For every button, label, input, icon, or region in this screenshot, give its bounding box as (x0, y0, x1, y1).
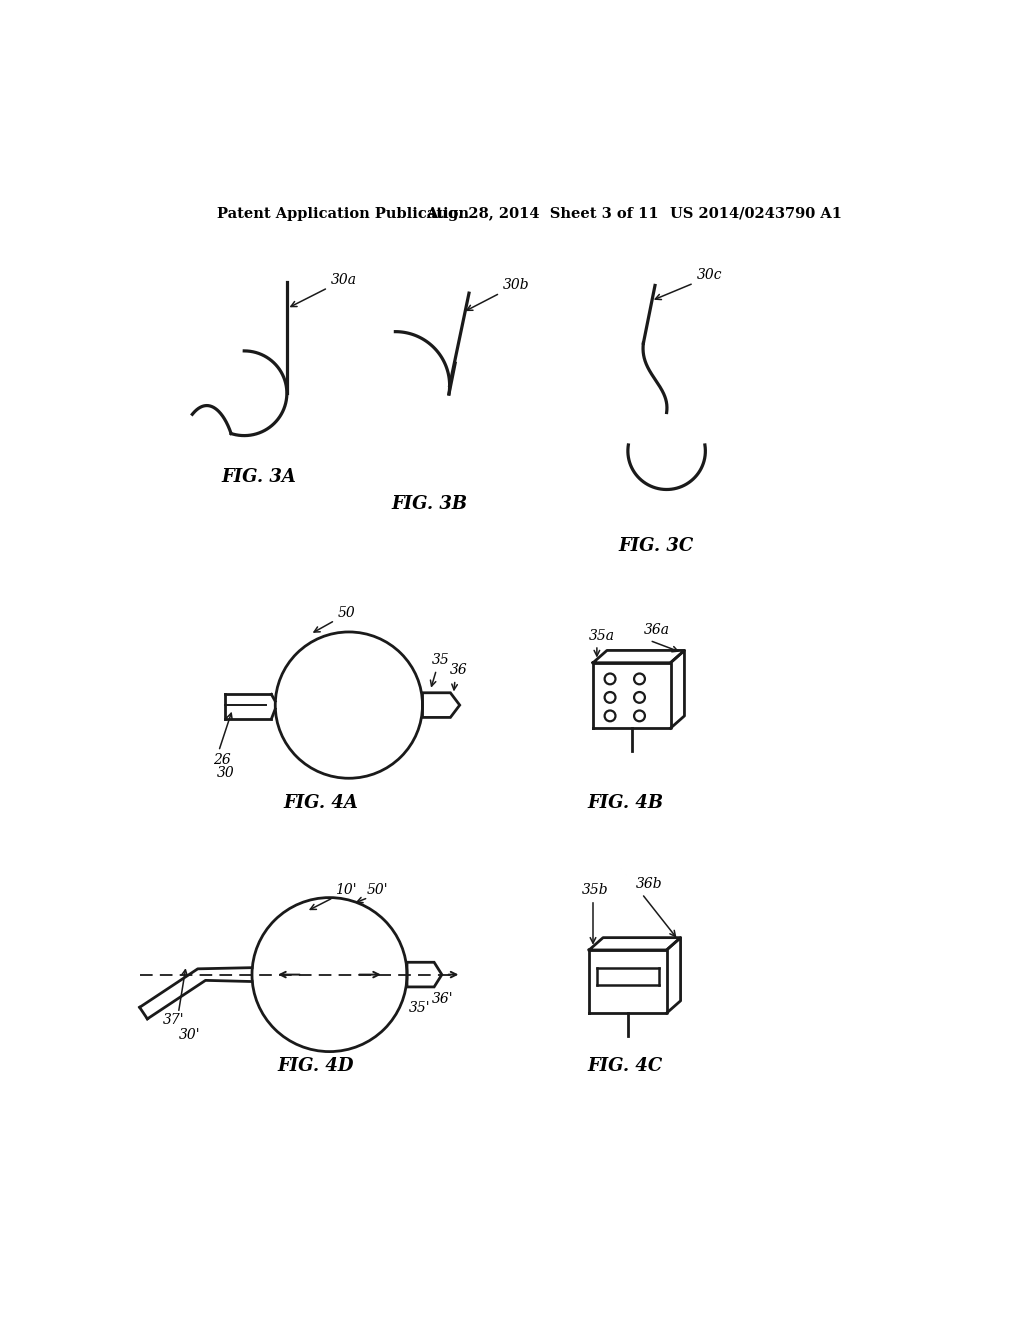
Text: 50: 50 (338, 606, 355, 619)
Text: FIG. 3B: FIG. 3B (391, 495, 468, 512)
Text: 36': 36' (432, 993, 454, 1006)
Text: FIG. 3C: FIG. 3C (618, 537, 694, 556)
Text: 30': 30' (178, 1027, 200, 1041)
Text: 30b: 30b (503, 279, 529, 292)
Text: 35b: 35b (582, 883, 608, 896)
Text: 37': 37' (163, 1012, 184, 1027)
Text: 35': 35' (409, 1001, 430, 1015)
Text: FIG. 4A: FIG. 4A (283, 793, 357, 812)
Text: 36b: 36b (636, 876, 663, 891)
Text: FIG. 4D: FIG. 4D (278, 1057, 354, 1074)
Text: US 2014/0243790 A1: US 2014/0243790 A1 (671, 207, 843, 220)
Text: 35: 35 (432, 653, 450, 668)
Text: 36: 36 (450, 664, 467, 677)
Text: Patent Application Publication: Patent Application Publication (217, 207, 469, 220)
Text: FIG. 4B: FIG. 4B (588, 793, 664, 812)
Text: FIG. 3A: FIG. 3A (221, 467, 296, 486)
Text: 35a: 35a (589, 628, 615, 643)
Text: FIG. 4C: FIG. 4C (588, 1057, 663, 1074)
Text: 30: 30 (217, 767, 234, 780)
Text: 10': 10' (335, 883, 356, 896)
Text: Aug. 28, 2014  Sheet 3 of 11: Aug. 28, 2014 Sheet 3 of 11 (426, 207, 659, 220)
Text: 26: 26 (213, 752, 231, 767)
Text: 50': 50' (367, 883, 388, 896)
Text: 30c: 30c (697, 268, 722, 282)
Text: 36a: 36a (643, 623, 670, 638)
Text: 30a: 30a (331, 273, 357, 286)
